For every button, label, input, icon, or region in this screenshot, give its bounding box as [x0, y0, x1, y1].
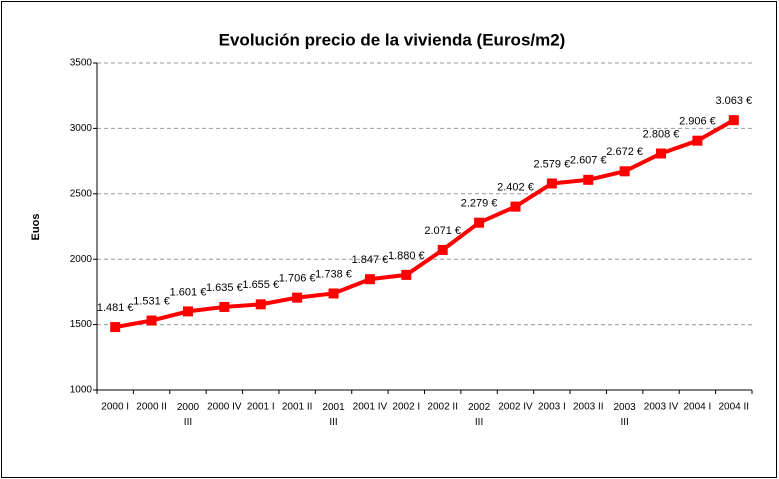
- value-label: 2.279 €: [461, 198, 498, 210]
- value-label: 1.601 €: [170, 286, 207, 298]
- value-label: 1.738 €: [315, 268, 352, 280]
- point: [728, 115, 739, 126]
- y-tick-label: 1000: [70, 385, 93, 396]
- point: [401, 269, 412, 280]
- point: [546, 178, 557, 189]
- chart-title: Evolución precio de la vivienda (Euros/m…: [219, 30, 566, 49]
- point: [255, 299, 266, 310]
- x-tick-label: 2004 I: [684, 402, 712, 413]
- value-label: 2.607 €: [570, 155, 607, 167]
- value-label: 1.481 €: [97, 302, 134, 314]
- value-label: 2.071 €: [424, 225, 461, 237]
- value-label: 2.579 €: [534, 158, 571, 170]
- x-tick-label: 2000 II: [136, 402, 167, 413]
- point: [510, 201, 521, 212]
- x-tick-label: 2002 III: [468, 402, 491, 428]
- point: [182, 306, 193, 317]
- point: [619, 166, 630, 177]
- point: [692, 135, 703, 146]
- point: [110, 322, 121, 333]
- x-tick-label: 2003 I: [538, 402, 566, 413]
- y-tick-label: 2500: [70, 188, 93, 199]
- point: [328, 288, 339, 299]
- point: [474, 217, 485, 228]
- x-tick-label: 2002 IV: [498, 402, 533, 413]
- point: [437, 244, 448, 255]
- y-tick-label: 3000: [70, 123, 93, 134]
- value-label: 1.655 €: [242, 279, 279, 291]
- value-label: 1.880 €: [388, 250, 425, 262]
- point: [146, 315, 157, 326]
- point: [292, 292, 303, 303]
- x-tick-label: 2003 III: [614, 402, 637, 428]
- x-tick-label: 2002 I: [392, 402, 420, 413]
- x-tick-label: 2003 II: [573, 402, 604, 413]
- x-tick-label: 2001 III: [322, 402, 345, 428]
- value-label: 2.808 €: [643, 128, 680, 140]
- point: [583, 174, 594, 185]
- value-label: 2.906 €: [679, 116, 716, 128]
- x-tick-label: 2000 III: [177, 402, 200, 428]
- x-tick-label: 2003 IV: [644, 402, 679, 413]
- x-tick-label: 2002 II: [427, 402, 458, 413]
- point: [219, 301, 230, 312]
- x-tick-label: 2004 II: [719, 402, 750, 413]
- y-tick-label: 1500: [70, 319, 93, 330]
- line: [114, 118, 735, 330]
- x-tick-label: 2000 I: [101, 402, 129, 413]
- value-label: 3.063 €: [715, 95, 752, 107]
- value-label: 1.847 €: [352, 254, 389, 266]
- point: [364, 274, 375, 285]
- y-tick-label: 3500: [70, 58, 93, 69]
- x-tick-label: 2001 II: [282, 402, 313, 413]
- value-label: 2.672 €: [606, 146, 643, 158]
- y-tick-label: 2000: [70, 254, 93, 265]
- value-label: 1.531 €: [133, 295, 170, 307]
- x-tick-label: 2001 IV: [353, 402, 388, 413]
- value-label: 1.706 €: [279, 273, 316, 285]
- x-tick-label: 2001 I: [247, 402, 275, 413]
- x-tick-label: 2000 IV: [207, 402, 242, 413]
- value-label: 1.635 €: [206, 282, 243, 294]
- y-axis-label: Euos: [30, 214, 42, 241]
- point: [656, 148, 667, 159]
- value-label: 2.402 €: [497, 182, 534, 194]
